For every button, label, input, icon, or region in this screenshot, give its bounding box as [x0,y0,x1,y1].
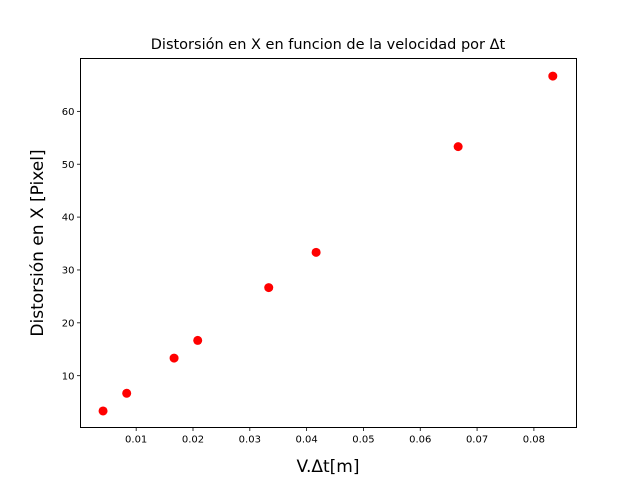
x-axis-label: V.Δt[m] [297,457,360,477]
data-point [311,247,321,257]
data-point [453,142,463,152]
data-point [264,283,274,293]
y-tick-label: 30 [62,266,75,277]
y-tick-label: 50 [62,160,75,171]
data-point [169,353,179,363]
plot-area-frame [80,58,577,428]
x-tick-label: 0.03 [239,435,261,446]
x-tick-label: 0.06 [409,435,431,446]
x-tick-label: 0.05 [352,435,374,446]
x-tick-label: 0.01 [125,435,147,446]
chart-title: Distorsión en X en funcion de la velocid… [151,37,506,53]
y-tick-label: 20 [62,318,75,329]
y-tick-label: 10 [62,371,75,382]
data-point [193,335,203,345]
x-tick-label: 0.07 [466,435,488,446]
x-tick-label: 0.08 [523,435,545,446]
y-axis: 10 20 30 40 50 60 [62,107,81,382]
y-tick-label: 40 [62,213,75,224]
x-axis: 0.01 0.02 0.03 0.04 0.05 0.06 0.07 0.08 [125,427,545,446]
y-tick-label: 60 [62,107,75,118]
data-point [98,406,108,416]
data-points [98,71,558,416]
data-point [122,388,132,398]
x-tick-label: 0.02 [182,435,204,446]
x-tick-label: 0.04 [295,435,317,446]
y-axis-label: Distorsión en X [Pixel] [28,149,48,336]
data-point [548,71,558,81]
